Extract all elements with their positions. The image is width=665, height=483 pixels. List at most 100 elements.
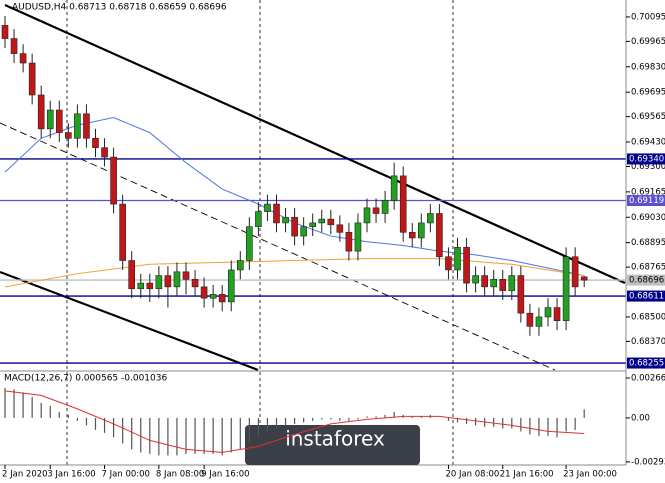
y-tick-label: 0.68370: [631, 337, 665, 347]
candle-body: [517, 275, 525, 314]
y-tick-label: 0.68765: [631, 263, 665, 273]
macd-label: MACD(12,26,7) 0.000565 -0.001036: [4, 374, 167, 384]
candle-body: [155, 275, 163, 290]
candle-body: [28, 62, 36, 96]
watermark-box: [245, 425, 420, 465]
y-tick-label: 0.69430: [631, 138, 665, 148]
candle-body: [454, 247, 461, 271]
candle-body: [399, 175, 407, 233]
candle-body: [182, 271, 190, 280]
moving-average: [4, 258, 585, 288]
candle-body: [55, 109, 63, 133]
y-tick-label: 0.70095: [631, 12, 665, 22]
y2-tick-label: -0.002935: [631, 457, 665, 467]
candle-body: [354, 222, 362, 252]
y-tick-label: 0.69165: [631, 187, 665, 197]
candle-body: [499, 279, 507, 291]
trendlines: [0, 3, 626, 372]
channel-lower: [0, 270, 259, 372]
candle-body: [580, 276, 588, 281]
y-tick-label: 0.69830: [631, 62, 665, 72]
y-tick-label: 0.69300: [631, 162, 665, 172]
candle-body: [363, 207, 371, 224]
x-tick-label: 23 Jan 00:00: [563, 470, 617, 480]
candle-body: [544, 307, 552, 318]
candle-body: [173, 271, 181, 288]
candle-body: [445, 256, 452, 271]
candle-body: [390, 175, 398, 201]
candle-body: [146, 282, 154, 290]
candle-body: [37, 94, 45, 130]
candle-body: [472, 275, 479, 284]
channel-upper: [4, 3, 626, 285]
candle-body: [137, 282, 145, 290]
level-label-box: [627, 290, 665, 302]
candle-body: [291, 216, 298, 237]
candle-body: [191, 279, 199, 288]
candle-body: [273, 203, 280, 224]
candle-body: [83, 113, 90, 139]
candle-body: [508, 275, 516, 291]
candle-body: [101, 147, 108, 158]
x-tick-label: 20 Jan 08:00: [445, 470, 499, 480]
y-tick-label: 0.68500: [631, 312, 665, 322]
watermark-text: instaforex: [285, 427, 385, 451]
candle-body: [535, 316, 543, 327]
candle-body: [372, 207, 380, 214]
y-tick-label: 0.69965: [631, 37, 665, 47]
candle-body: [237, 260, 244, 271]
candle-body: [571, 256, 579, 288]
x-tick-label: 8 Jan 08:00: [156, 470, 204, 480]
candle-body: [10, 38, 18, 54]
y-tick-label: 0.69030: [631, 213, 665, 223]
watermark: instaforex: [245, 425, 420, 465]
candle-body: [227, 269, 235, 303]
x-tick-label: 2 Jan 2020: [2, 470, 48, 480]
candle-body: [1, 25, 9, 39]
level-label: 0.69119: [629, 196, 664, 206]
x-tick-label: 7 Jan 00:00: [102, 470, 150, 480]
x-tick-label: 21 Jan 16:00: [500, 470, 554, 480]
candle-body: [336, 224, 344, 233]
macd-signal: [4, 390, 585, 453]
candle-body: [46, 109, 54, 130]
level-label: 0.68255: [629, 359, 664, 369]
candle-body: [436, 213, 443, 258]
candle-body: [300, 226, 307, 237]
candle-body: [345, 232, 353, 252]
level-label-box: [627, 195, 665, 207]
candle-body: [119, 203, 126, 261]
candle-body: [110, 156, 117, 205]
y-tick-label: 0.69695: [631, 88, 665, 98]
level-label-box: [627, 153, 665, 165]
y2-tick-label: 0.002661: [631, 373, 665, 383]
level-label: 0.68696: [629, 276, 664, 286]
candle-body: [19, 53, 27, 64]
level-label-box: [627, 357, 665, 369]
candle-body: [264, 203, 271, 212]
channel-mid: [0, 122, 556, 371]
candle-body: [65, 132, 72, 139]
candle-body: [490, 279, 498, 288]
level-label-box: [627, 274, 665, 286]
x-tick-label: 9 Jan 16:00: [201, 470, 249, 480]
y-tick-label: 0.68895: [631, 238, 665, 248]
candle-body: [327, 218, 335, 226]
candle-body: [164, 275, 172, 288]
candle-body: [128, 260, 135, 290]
candle-body: [562, 256, 570, 322]
level-label: 0.69340: [629, 154, 664, 164]
candle-body: [200, 286, 208, 299]
y-tick-label: 0.69565: [631, 112, 665, 122]
candle-body: [381, 200, 389, 214]
candle-body: [92, 137, 99, 148]
candle-body: [318, 218, 326, 224]
candle-body: [218, 294, 226, 303]
candle-body: [255, 211, 262, 227]
y2-tick-label: 0.00: [631, 413, 650, 423]
level-label: 0.68611: [629, 292, 664, 302]
candle-body: [209, 294, 217, 299]
candle-body: [463, 247, 470, 284]
